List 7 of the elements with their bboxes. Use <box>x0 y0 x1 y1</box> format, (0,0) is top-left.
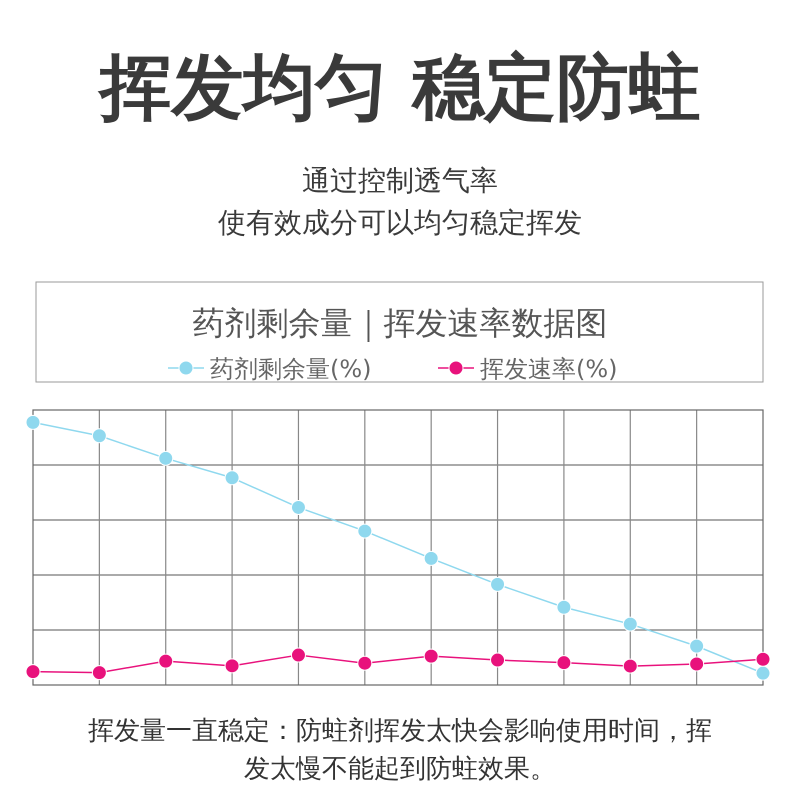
annotation: 使有效成分可以均匀稳定挥发 <box>218 206 582 239</box>
annotation: 挥发量一直稳定：防蛀剂挥发太快会影响使用时间，挥发太慢不能起到防蛀效果。 <box>86 715 713 786</box>
legend-label: 药剂剩余量(%) <box>210 355 372 383</box>
legend-label: 挥发速率(%) <box>480 355 618 383</box>
annotation: 药剂剩余量｜挥发速率数据图 <box>192 304 608 342</box>
title: 挥发均匀 稳定防蛀 <box>99 45 701 129</box>
subtitle: 通过控制透气率 <box>302 164 498 197</box>
